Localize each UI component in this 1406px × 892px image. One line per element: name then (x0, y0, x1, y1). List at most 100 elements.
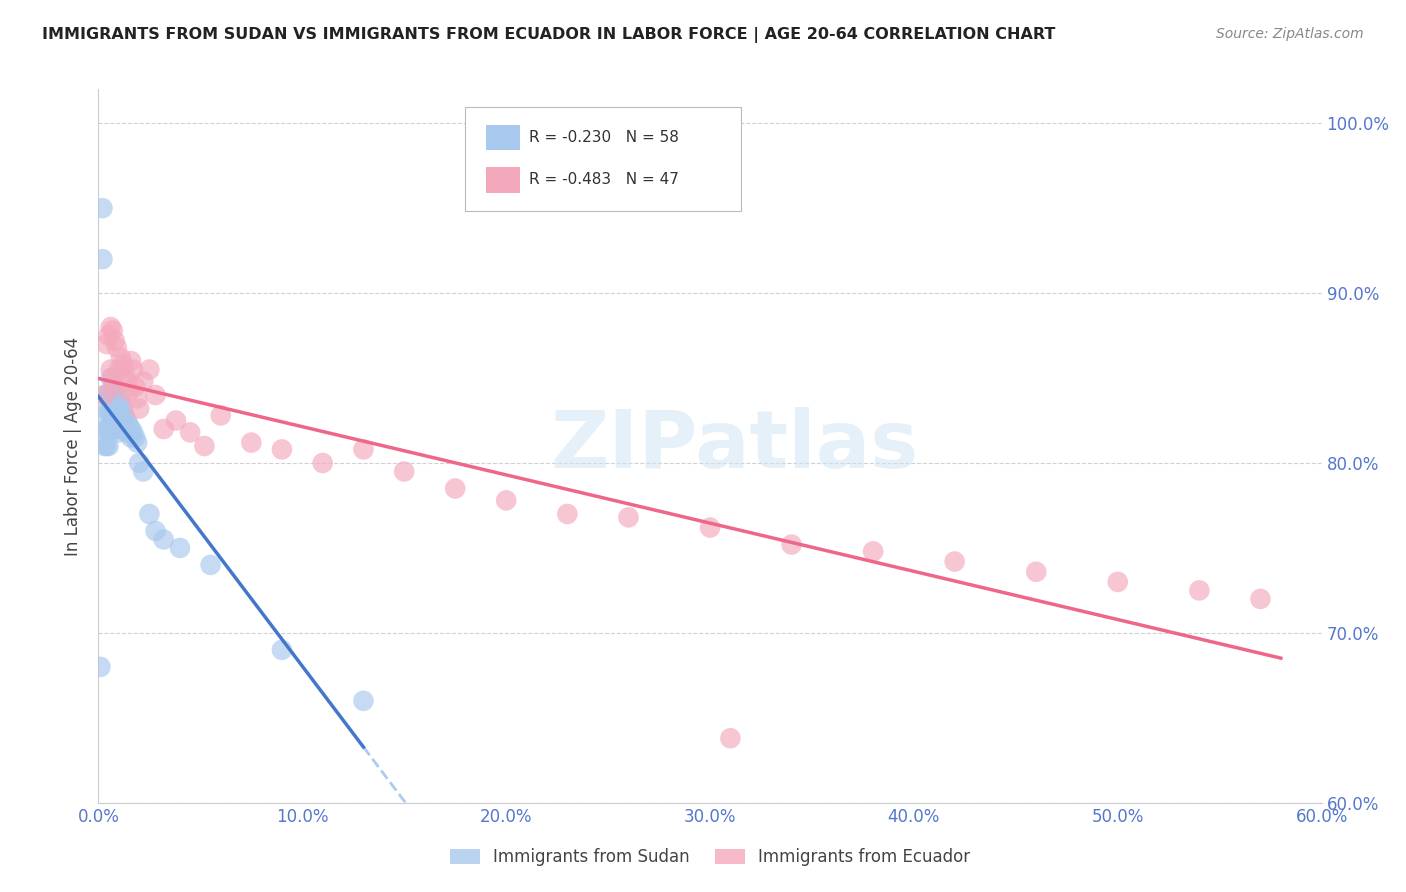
Point (101, 379, 124, 393)
Point (780, 537, 803, 551)
FancyBboxPatch shape (465, 107, 741, 211)
Point (1107, 574, 1129, 589)
Point (720, 731, 742, 746)
Point (132, 465, 155, 479)
Point (124, 379, 146, 393)
Bar (486, 167, 520, 193)
Point (89, 660, 111, 674)
Point (179, 425, 201, 440)
Point (352, 442, 374, 457)
Point (105, 409, 128, 423)
Point (118, 418, 141, 433)
Point (943, 555, 966, 569)
Point (152, 422, 174, 436)
Point (100, 405, 122, 419)
Point (91, 252, 114, 266)
Point (101, 371, 124, 385)
Point (392, 465, 416, 479)
Point (495, 493, 517, 508)
Point (104, 379, 127, 393)
Point (193, 439, 215, 453)
Point (138, 362, 160, 376)
Point (312, 456, 335, 470)
Point (104, 384, 127, 399)
Point (127, 392, 149, 406)
Point (111, 358, 134, 372)
Point (101, 422, 124, 436)
Point (1025, 565, 1047, 579)
Point (105, 396, 128, 410)
Text: Source: ZipAtlas.com: Source: ZipAtlas.com (1216, 27, 1364, 41)
Point (122, 362, 145, 376)
Point (124, 430, 146, 444)
Point (97, 388, 120, 402)
Point (104, 334, 127, 348)
Point (352, 694, 374, 708)
Point (209, 409, 232, 423)
Point (100, 371, 122, 385)
Text: R = -0.230   N = 58: R = -0.230 N = 58 (529, 130, 679, 145)
Point (557, 507, 579, 521)
Point (200, 558, 222, 572)
Point (122, 425, 145, 440)
Point (120, 354, 142, 368)
Point (132, 375, 155, 389)
Point (96, 405, 118, 419)
Point (97, 439, 120, 453)
Point (270, 643, 294, 657)
Point (101, 405, 124, 419)
Point (169, 541, 191, 555)
Point (127, 435, 149, 450)
Point (111, 401, 134, 416)
Point (93, 388, 115, 402)
Point (114, 418, 136, 433)
Point (101, 392, 124, 406)
Point (93, 439, 115, 453)
Point (97, 328, 120, 343)
Point (617, 510, 640, 524)
Point (108, 362, 131, 376)
Point (93, 388, 115, 402)
Point (97, 405, 120, 419)
Point (105, 422, 128, 436)
Point (110, 351, 132, 365)
Point (145, 524, 167, 538)
Point (128, 456, 150, 470)
Point (115, 425, 138, 440)
Point (97, 422, 120, 436)
Y-axis label: In Labor Force | Age 20-64: In Labor Force | Age 20-64 (65, 336, 83, 556)
Bar (486, 125, 520, 151)
Point (110, 409, 132, 423)
Point (105, 388, 128, 402)
Text: IMMIGRANTS FROM SUDAN VS IMMIGRANTS FROM ECUADOR IN LABOR FORCE | AGE 20-64 CORR: IMMIGRANTS FROM SUDAN VS IMMIGRANTS FROM… (42, 27, 1056, 43)
Point (1249, 591, 1271, 606)
Point (100, 422, 122, 436)
Point (138, 507, 160, 521)
Point (108, 401, 131, 416)
Point (240, 435, 263, 450)
Point (108, 413, 131, 427)
Point (100, 320, 122, 334)
Point (862, 544, 884, 558)
Point (108, 392, 131, 406)
Point (104, 422, 127, 436)
Point (110, 422, 132, 436)
Text: R = -0.483   N = 47: R = -0.483 N = 47 (529, 172, 679, 187)
Point (104, 396, 127, 410)
Point (96, 337, 118, 351)
Point (101, 413, 124, 427)
Point (145, 388, 167, 402)
Point (118, 384, 141, 399)
Point (108, 425, 131, 440)
Point (100, 362, 122, 376)
Point (114, 409, 136, 423)
Point (111, 413, 134, 427)
Point (165, 413, 187, 427)
Point (128, 401, 150, 416)
Point (114, 368, 136, 382)
Point (110, 396, 132, 410)
Point (115, 375, 138, 389)
Point (1188, 583, 1211, 598)
Point (120, 422, 142, 436)
Point (104, 409, 127, 423)
